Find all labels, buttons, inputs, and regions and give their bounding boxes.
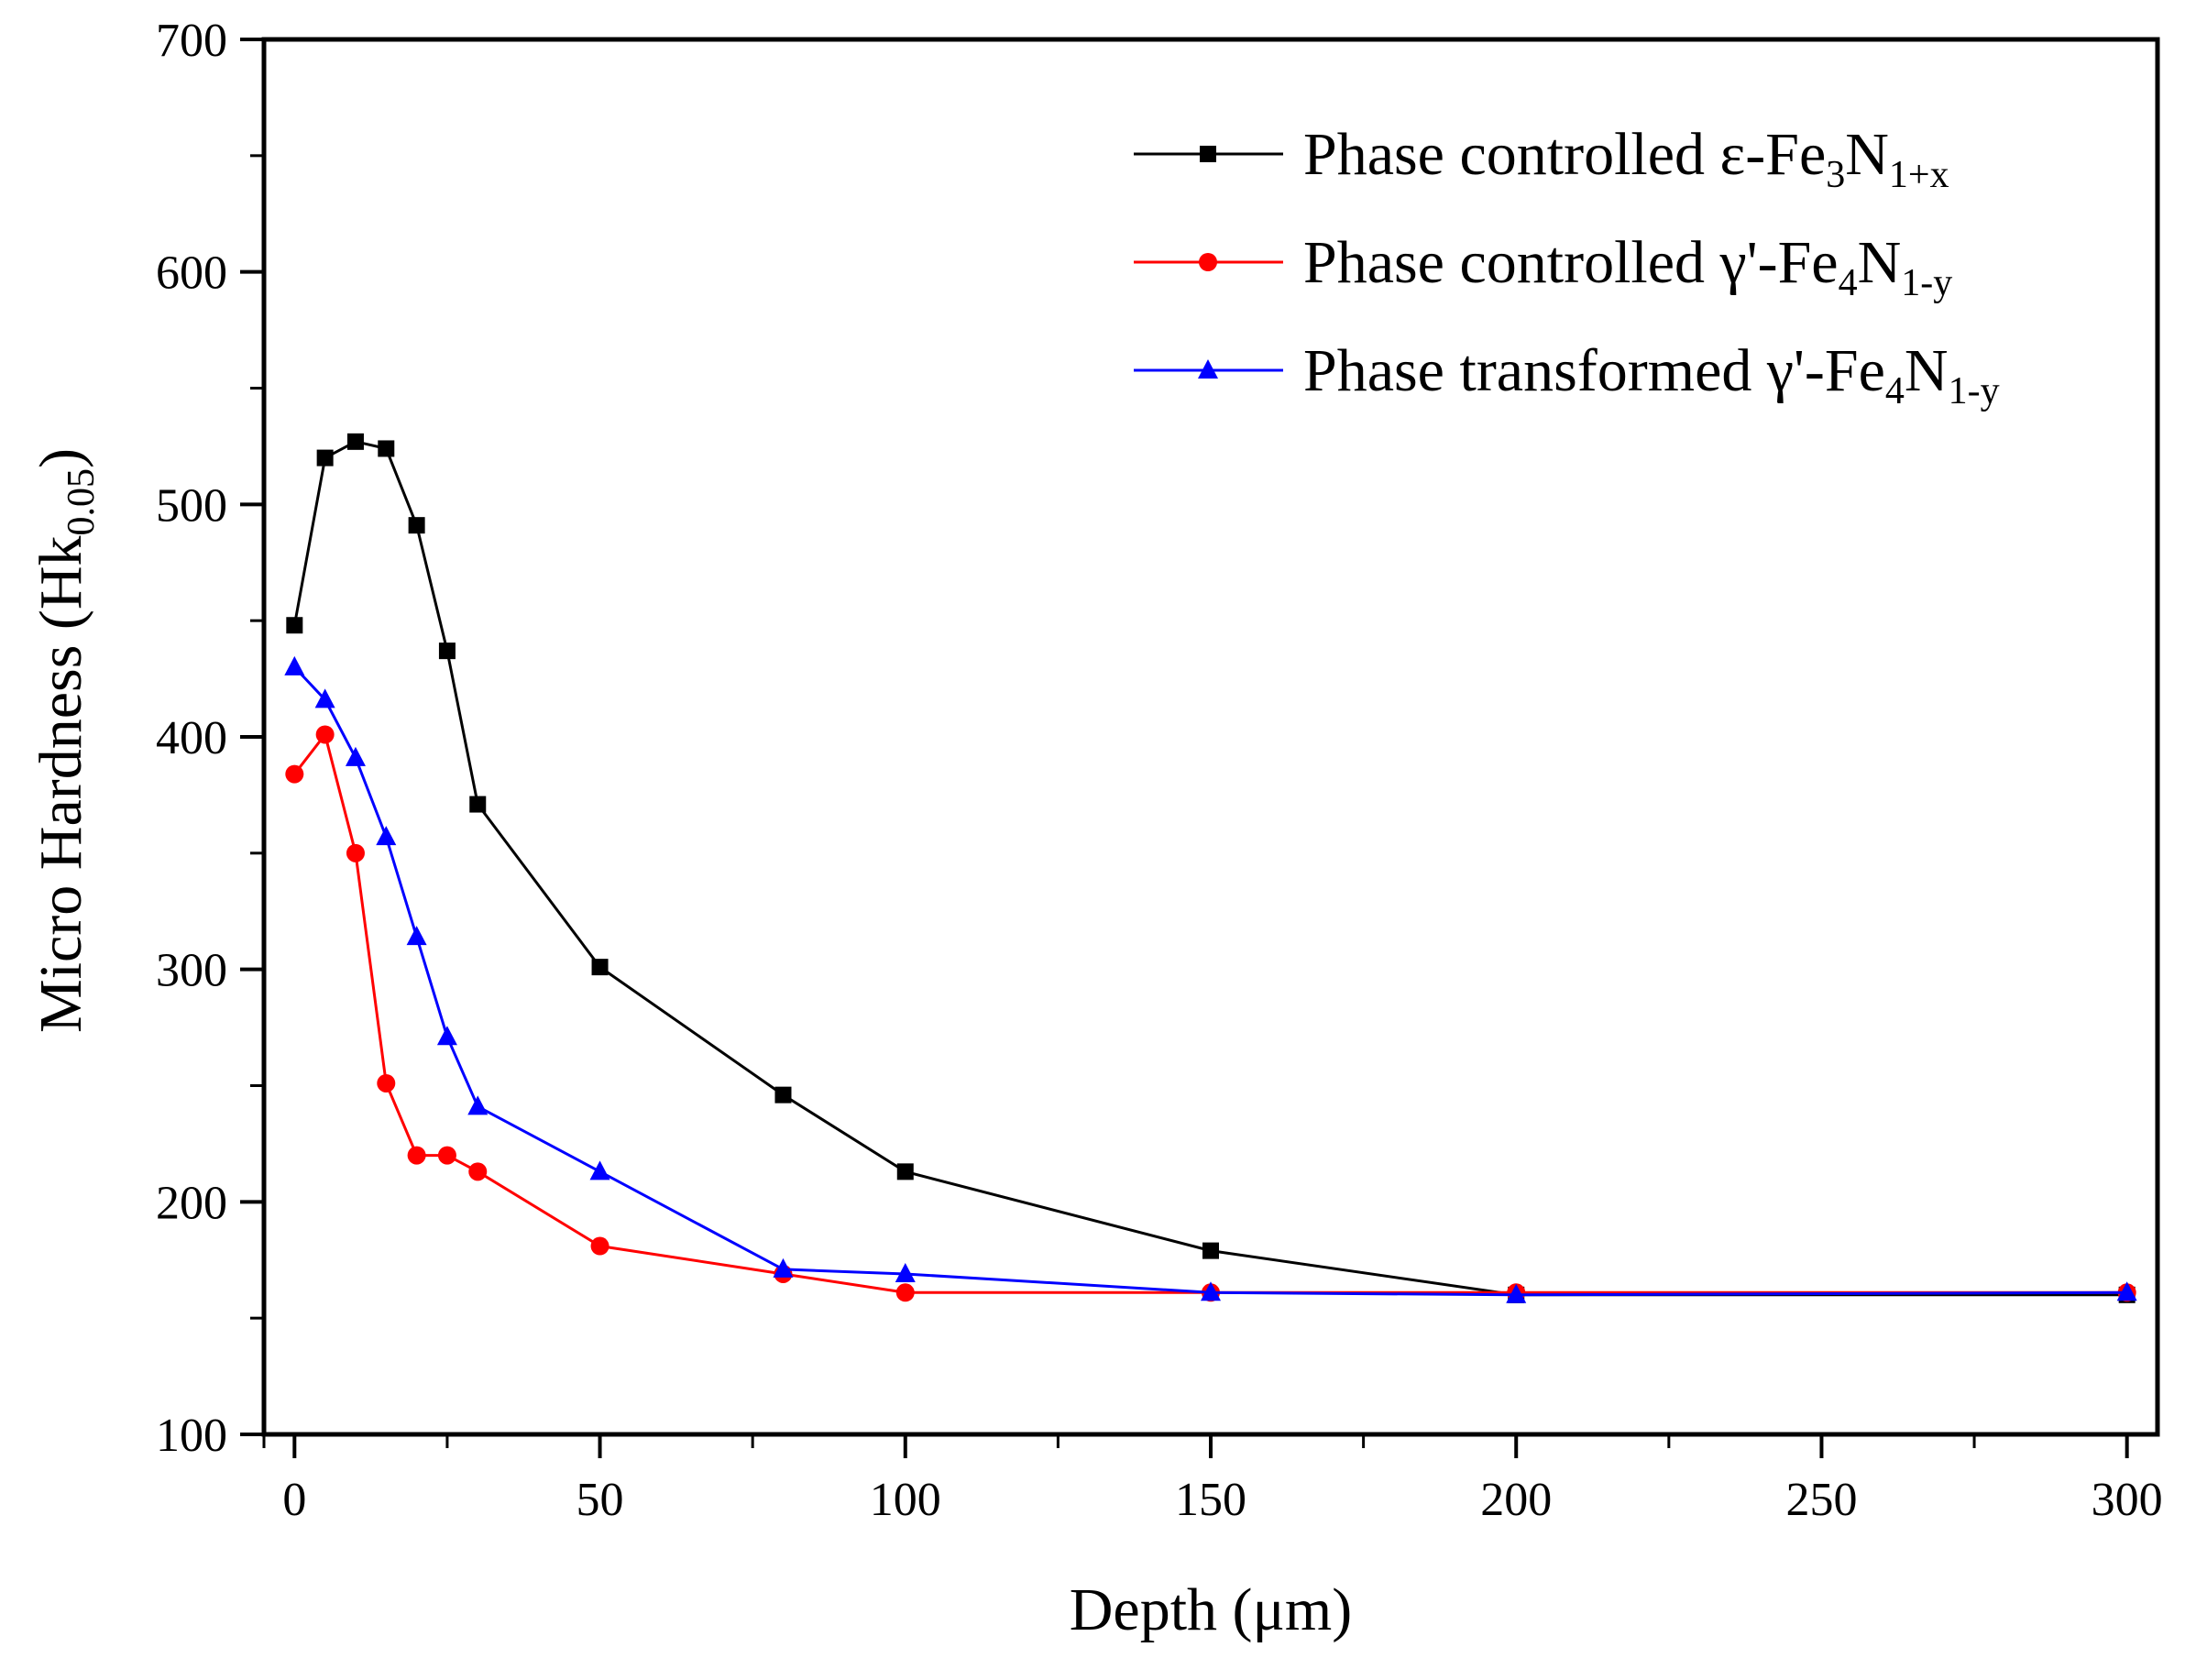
x-tick-label-0: 0 — [282, 1474, 306, 1526]
x-tick-label-200: 200 — [1480, 1474, 1552, 1526]
series-1-point — [378, 440, 395, 457]
series-3-point — [2116, 1281, 2137, 1301]
y-tick-label-100: 100 — [156, 1410, 227, 1462]
series-2-point — [346, 843, 365, 862]
series-1-point — [469, 796, 487, 813]
series-3-point — [467, 1095, 489, 1115]
series-3-point — [284, 655, 305, 675]
series-3-point — [406, 926, 427, 946]
x-tick-label-300: 300 — [2092, 1474, 2163, 1526]
series-3-point — [589, 1160, 610, 1180]
series-1-point — [774, 1086, 792, 1104]
series-1-line — [292, 440, 2127, 1297]
series-1-point — [896, 1163, 914, 1180]
y-axis-title-main: Micro Hardness (Hk — [27, 535, 94, 1033]
series-3-point — [773, 1257, 794, 1278]
series-2-point — [468, 1162, 488, 1181]
y-tick-label-200: 200 — [156, 1177, 227, 1229]
x-tick-label-100: 100 — [870, 1474, 941, 1526]
y-axis-title: Micro Hardness (Hk0.05) — [27, 448, 103, 1033]
x-tick-label-150: 150 — [1175, 1474, 1246, 1526]
series-3-point — [895, 1262, 916, 1282]
y-axis-title-sub: 0.05 — [60, 468, 103, 536]
y-tick-label-700: 700 — [156, 15, 227, 67]
series-1-point — [1202, 1242, 1219, 1259]
series-2-point — [315, 725, 335, 744]
series-3-point — [1201, 1281, 1221, 1301]
y-tick-label-400: 400 — [156, 712, 227, 764]
series-3-point — [376, 826, 397, 846]
series-2 — [285, 725, 2136, 1302]
legend: Phase controlled ε-Fe3N1+x Phase controll… — [1134, 121, 2000, 412]
legend-marker-3 — [1198, 359, 1218, 379]
series-2-point — [590, 1236, 609, 1256]
y-axis-title-close: ) — [27, 448, 94, 468]
series-1-point — [346, 433, 364, 450]
series-1-point — [438, 642, 456, 660]
legend-label-1: Phase controlled ε-Fe3N1+x — [1303, 121, 1949, 196]
series-1-point — [408, 517, 425, 534]
series-layer — [284, 433, 2137, 1303]
series-1-point — [591, 959, 609, 976]
legend-label-2: Phase controlled γ'-Fe4N1-y — [1303, 229, 1952, 304]
series-3-point — [1506, 1283, 1527, 1303]
series-1-point — [286, 617, 303, 634]
x-tick-label-50: 50 — [576, 1474, 624, 1526]
series-2-point — [895, 1283, 915, 1302]
y-tick-label-300: 300 — [156, 945, 227, 997]
legend-marker-1 — [1200, 146, 1216, 162]
series-2-point — [285, 764, 304, 784]
series-2-point — [437, 1146, 456, 1165]
x-axis-title: Depth (μm) — [1070, 1576, 1352, 1643]
series-2-point — [377, 1073, 396, 1093]
series-3-point — [436, 1026, 457, 1046]
legend-marker-2 — [1199, 253, 1217, 271]
series-1-point — [316, 449, 334, 467]
y-tick-label-500: 500 — [156, 479, 227, 532]
x-tick-label-250: 250 — [1785, 1474, 1857, 1526]
legend-label-3: Phase transformed γ'-Fe4N1-y — [1303, 337, 2000, 412]
series-3-point — [314, 688, 335, 708]
series-3 — [284, 655, 2137, 1303]
series-2-line — [293, 731, 2127, 1294]
series-3-line — [293, 665, 2127, 1297]
axis-ticks: 0 50 100 150 200 250 300 100 200 300 400 500 600 700 — [156, 15, 2163, 1526]
y-tick-label-600: 600 — [156, 247, 227, 300]
series-3-point — [345, 746, 366, 766]
series-2-point — [407, 1146, 426, 1165]
series-1 — [286, 433, 2136, 1303]
